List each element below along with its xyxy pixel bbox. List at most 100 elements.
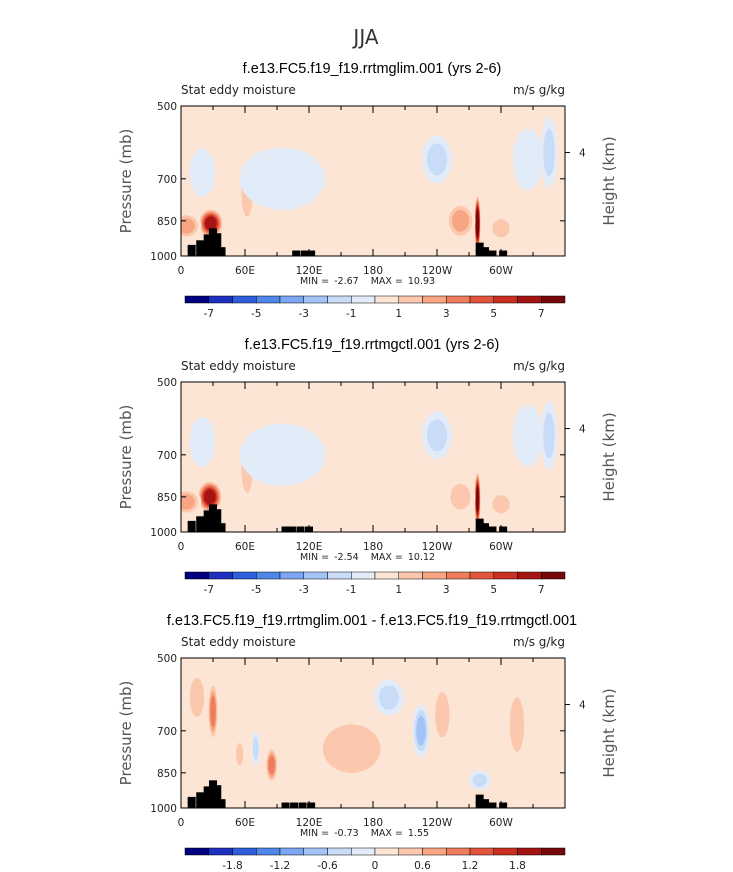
panel-1-topography-11 xyxy=(481,247,489,256)
panel-1-colorbar-box-12 xyxy=(446,295,471,304)
panel-3-xtick-3: 120E xyxy=(296,817,323,829)
panel-1-topography-13 xyxy=(499,250,508,256)
panel-3-topography-6 xyxy=(217,799,226,808)
panel-2-min-value: -2.54 xyxy=(334,552,359,563)
panel-2-field-label: Stat eddy moisture xyxy=(181,359,296,373)
panel-2-ylabel: Pressure (mb) xyxy=(117,405,135,510)
panel-3-colorbar-box-5 xyxy=(279,847,304,856)
panel-1-max-value: 10.93 xyxy=(408,276,435,287)
panel-1-colorbar-label-8: 7 xyxy=(538,308,545,320)
panel-2-colorbar-box-10 xyxy=(398,571,423,580)
panel-2-colorbar-box-11 xyxy=(422,571,447,580)
panel-3-colorbar-box-1 xyxy=(184,847,209,856)
panel-3-topography-7 xyxy=(281,802,290,808)
panel-3-colorbar-box-6 xyxy=(303,847,328,856)
panel-3-colorbar-box-2 xyxy=(208,847,233,856)
panel-2-ytick-1: 500 xyxy=(157,377,177,389)
panel-1-ytick-1: 500 xyxy=(157,101,177,113)
panel-2-colorbar-box-7 xyxy=(327,571,352,580)
panel-1-contour-14-1 xyxy=(362,218,427,248)
panel-1-colorbar-box-9 xyxy=(374,295,399,304)
panel-1-ytick-2: 700 xyxy=(157,174,177,186)
panel-1-max-label: MAX = xyxy=(371,276,403,287)
panel-2-min-label: MIN = xyxy=(300,552,329,563)
panel-1-topography-2 xyxy=(196,240,205,256)
panel-1-contour-5-9 xyxy=(476,211,479,236)
panel-3-contour-4-2 xyxy=(236,742,244,766)
panel-2-colorbar-label-1: -7 xyxy=(204,584,214,596)
panel-2-colorbar-box-5 xyxy=(279,571,304,580)
panel-2-xtick-1: 0 xyxy=(178,541,185,553)
panel-3-colorbar-box-9 xyxy=(374,847,399,856)
panel-3-topography-12 xyxy=(481,799,489,808)
panel-2-colorbar-label-4: -1 xyxy=(346,584,356,596)
panel-1-xtick-5: 120W xyxy=(422,265,453,277)
panel-2-contour-12-1 xyxy=(189,417,216,467)
panel-1-contour-8-1 xyxy=(303,165,432,229)
panel-2-ytick-4: 1000 xyxy=(150,527,177,539)
panel-1-ytick-4: 1000 xyxy=(150,251,177,263)
panel-2-contour-6-2 xyxy=(450,483,471,510)
panel-2-topography-4 xyxy=(209,504,217,532)
panel-2-colorbar-label-2: -5 xyxy=(251,584,261,596)
panel-2-contour-7-2 xyxy=(492,495,510,514)
panel-3-colorbar-box-8 xyxy=(351,847,376,856)
panel-2-max-label: MAX = xyxy=(371,552,403,563)
panel-2-ytick-2: 700 xyxy=(157,450,177,462)
panel-3-field xyxy=(181,658,565,808)
panel-3-contour-5-2 xyxy=(252,737,259,761)
panel-3-contour-11-2 xyxy=(472,773,487,787)
panel-2-field xyxy=(181,382,565,532)
panel-3: f.e13.FC5.f19_f19.rrtmglim.001 - f.e13.F… xyxy=(117,613,618,872)
panel-3-xtick-2: 60E xyxy=(235,817,255,829)
panel-2-topography-7 xyxy=(281,526,290,532)
panel-3-colorbar-label-2: -1.2 xyxy=(270,860,291,872)
panel-2-y2label: Height (km) xyxy=(600,412,618,501)
panel-2-colorbar-box-8 xyxy=(351,571,376,580)
panel-3-ytick-3: 850 xyxy=(157,768,177,780)
panel-3-colorbar-box-16 xyxy=(541,847,566,856)
panel-3-contour-9-2 xyxy=(509,697,525,752)
panel-3-ytick-1: 500 xyxy=(157,653,177,665)
panel-2-contour-10-2 xyxy=(543,412,555,459)
panel-1-contour-6-3 xyxy=(452,209,469,232)
panel-1-topography-1 xyxy=(187,244,196,256)
panel-1-field-label: Stat eddy moisture xyxy=(181,83,296,97)
panel-2-colorbar-label-5: 1 xyxy=(395,584,402,596)
panel-1-topography-8 xyxy=(300,250,309,256)
panel-1-topography-10 xyxy=(475,242,484,256)
panel-1-colorbar-box-6 xyxy=(303,295,328,304)
panel-1-contour-1-7 xyxy=(205,216,217,231)
panel-3-topography-14 xyxy=(499,802,508,808)
panel-1-colorbar-label-7: 5 xyxy=(490,308,497,320)
panel-3-topography-4 xyxy=(209,780,217,808)
panel-2-topography-2 xyxy=(196,516,205,532)
panel-1-topography-7 xyxy=(292,250,301,256)
panel-2-contour-2-3 xyxy=(181,494,195,510)
panel-3-colorbar-label-7: 1.8 xyxy=(509,860,526,872)
panel-3-xtick-1: 0 xyxy=(178,817,185,829)
panel-1-colorbar-box-3 xyxy=(232,295,257,304)
panel-1-min-value: -2.67 xyxy=(334,276,359,287)
panel-3-colorbar-box-15 xyxy=(517,847,542,856)
panel-2-max-value: 10.12 xyxy=(408,552,435,563)
panel-1-colorbar-box-7 xyxy=(327,295,352,304)
panel-2-colorbar-box-13 xyxy=(469,571,494,580)
panel-1-contour-10-2 xyxy=(543,128,555,177)
panel-1-colorbar-box-2 xyxy=(208,295,233,304)
panel-3-contour-8-2 xyxy=(322,724,381,773)
panel-3-topography-3 xyxy=(203,786,212,808)
panel-3-xtick-4: 180 xyxy=(363,817,383,829)
panel-1-colorbar-box-5 xyxy=(279,295,304,304)
panel-2-topography-3 xyxy=(203,510,212,532)
panel-1-colorbar-box-1 xyxy=(184,295,209,304)
panel-3-xtick-6: 60W xyxy=(489,817,513,829)
panel-1-colorbar-label-5: 1 xyxy=(395,308,402,320)
panel-2-topography-8 xyxy=(287,526,296,532)
panel-1-xtick-4: 180 xyxy=(363,265,383,277)
panel-2-colorbar-box-1 xyxy=(184,571,209,580)
panel-3-colorbar-box-14 xyxy=(493,847,518,856)
panel-2-contour-11-1 xyxy=(239,423,325,486)
panel-2-topography-9 xyxy=(296,526,305,532)
